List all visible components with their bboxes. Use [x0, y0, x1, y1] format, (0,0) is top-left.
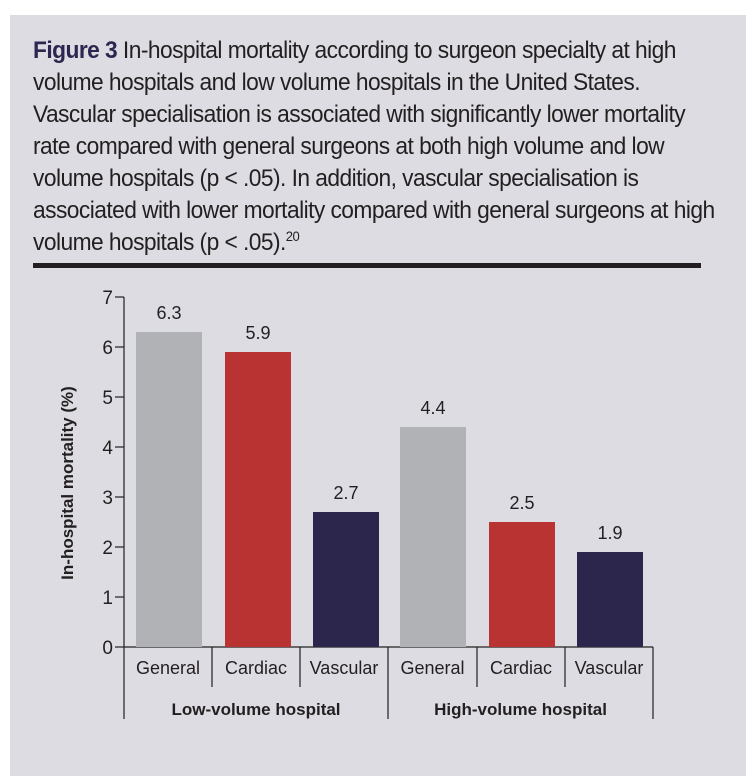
- data-label: 1.9: [597, 523, 622, 543]
- data-label: 2.7: [333, 483, 358, 503]
- data-label: 5.9: [245, 323, 270, 343]
- bar-low-volume-cardiac: [225, 352, 291, 647]
- axes: 0 1 2 3 4 5 6 7 In-hospital mortality (%): [58, 288, 654, 719]
- x-category-label: General: [136, 658, 200, 678]
- bar-high-volume-cardiac: [489, 522, 555, 647]
- bar-high-volume-vascular: [577, 552, 643, 647]
- figure-label: Figure 3: [33, 37, 118, 64]
- y-tick-label: 6: [102, 338, 113, 359]
- figure-caption: Figure 3 In-hospital mortality according…: [33, 35, 721, 259]
- y-tick-label: 5: [102, 388, 113, 409]
- x-category-label: General: [400, 658, 464, 678]
- bar-low-volume-general: [136, 332, 202, 647]
- y-axis-label: In-hospital mortality (%): [58, 386, 77, 580]
- x-group-label: High-volume hospital: [434, 700, 607, 719]
- x-category-label: Cardiac: [225, 658, 287, 678]
- data-label: 2.5: [509, 493, 534, 513]
- y-tick-label: 0: [102, 638, 113, 659]
- data-label: 6.3: [156, 303, 181, 323]
- y-tick-label: 2: [102, 538, 113, 559]
- y-tick-label: 4: [102, 438, 113, 459]
- data-label: 4.4: [420, 398, 445, 418]
- x-category-label: Cardiac: [490, 658, 552, 678]
- x-group-label: Low-volume hospital: [171, 700, 340, 719]
- caption-divider: [33, 263, 701, 268]
- y-tick-label: 7: [102, 288, 113, 309]
- y-tick-label: 1: [102, 588, 113, 609]
- reference-number: 20: [285, 227, 300, 244]
- x-category-label: Vascular: [310, 658, 379, 678]
- bar-low-volume-vascular: [313, 512, 379, 647]
- caption-text: In-hospital mortality according to surge…: [33, 37, 715, 256]
- bars: [136, 332, 643, 647]
- bar-high-volume-general: [400, 427, 466, 647]
- y-tick-label: 3: [102, 488, 113, 509]
- x-category-label: Vascular: [575, 658, 644, 678]
- labels: 6.3 General 5.9 Cardiac 2.7 Vascular Low-volum…: [136, 303, 643, 719]
- figure-panel: [10, 15, 746, 776]
